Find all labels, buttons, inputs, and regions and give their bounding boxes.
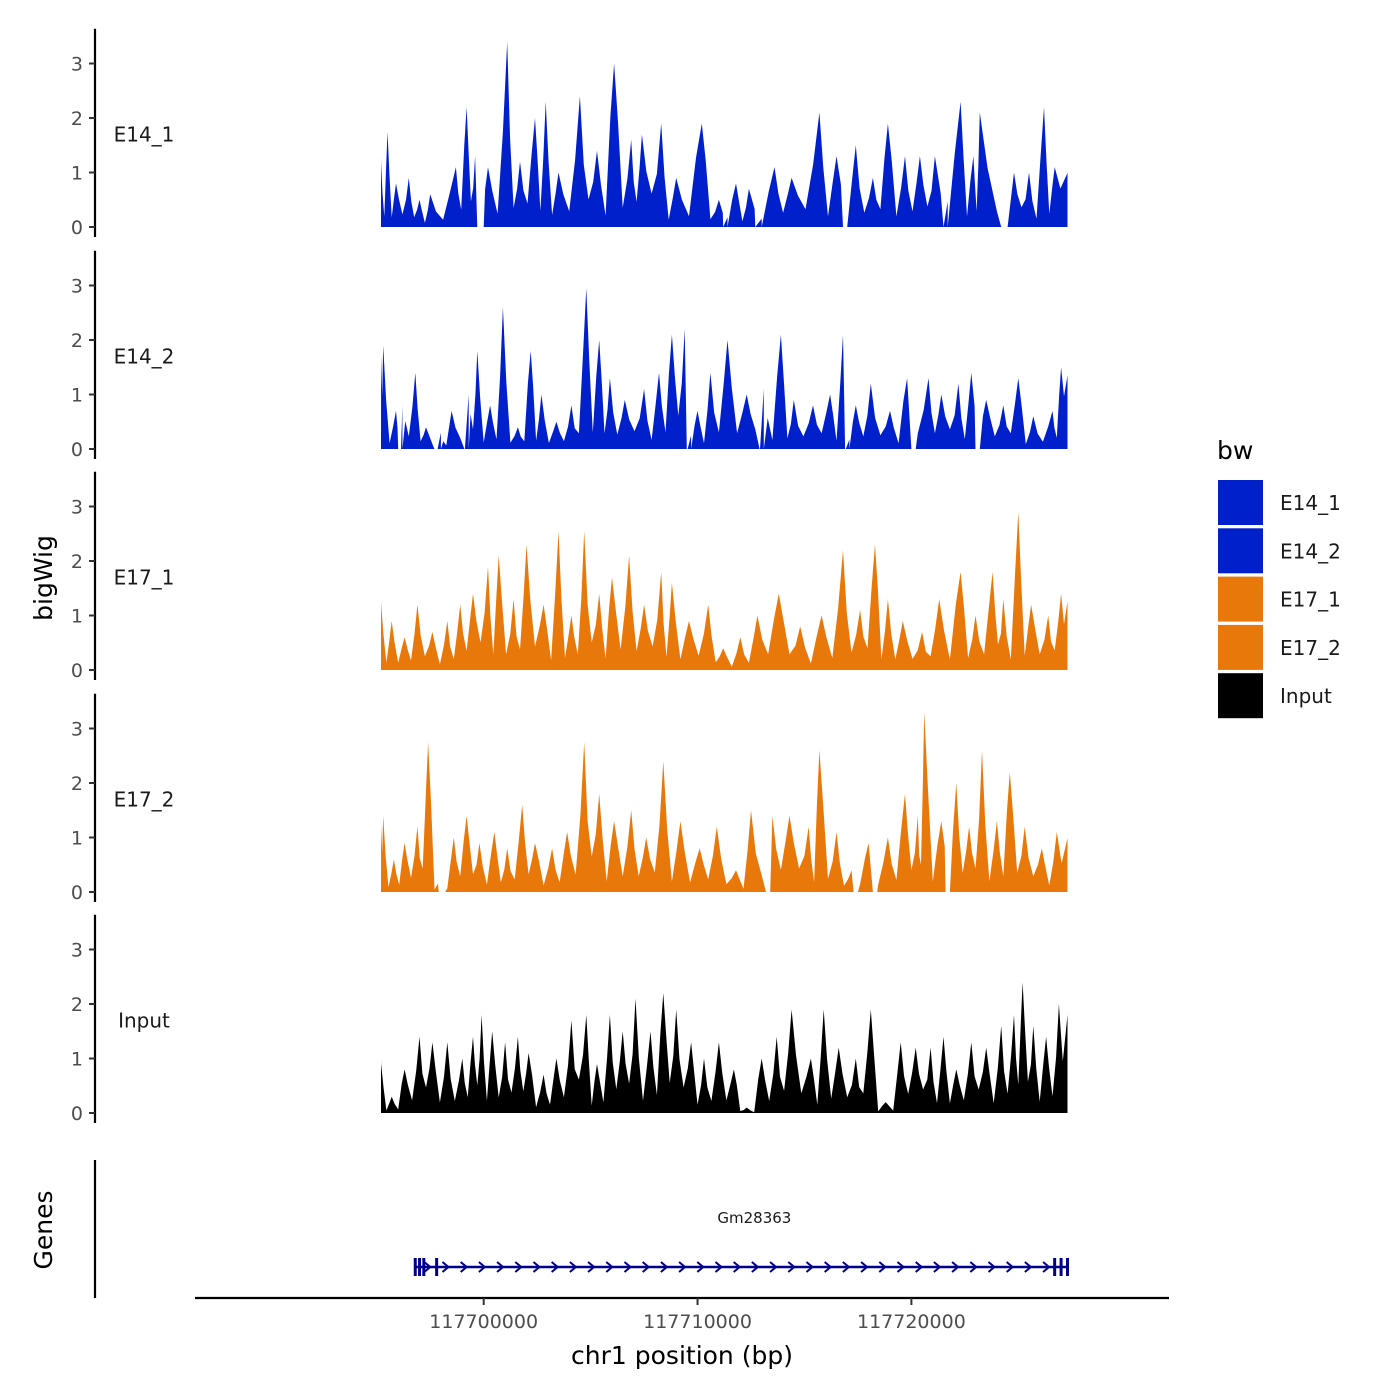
track-label: E14_1 (114, 122, 175, 146)
strand-chevron (824, 1261, 833, 1273)
legend-swatch (1218, 528, 1263, 574)
strand-chevron (441, 1261, 451, 1273)
y-tick-label: 3 (71, 719, 83, 741)
y-tick-label: 2 (71, 108, 83, 130)
y-tick-label: 3 (71, 497, 83, 519)
signal-area (381, 512, 1068, 670)
x-tick-label: 117700000 (429, 1311, 538, 1333)
track-label: Input (118, 1008, 170, 1032)
strand-chevron (951, 1261, 960, 1273)
strand-chevron (678, 1261, 687, 1273)
strand-chevron (842, 1261, 851, 1273)
y-axis-title: bigWig (29, 535, 58, 621)
y-tick-label: 2 (71, 994, 83, 1016)
legend-title: bw (1217, 436, 1253, 465)
strand-chevron (569, 1261, 578, 1273)
strand-chevron (496, 1261, 505, 1273)
signal-area (381, 982, 1068, 1113)
strand-chevron (769, 1261, 778, 1273)
strand-chevron (969, 1261, 978, 1273)
strand-chevron (933, 1261, 942, 1273)
strand-chevron (605, 1261, 614, 1273)
strand-chevron (478, 1261, 487, 1273)
legend-swatch (1218, 576, 1263, 622)
strand-chevron (660, 1261, 669, 1273)
track-e14-2: 0 1 2 3 E14_2 (71, 250, 1068, 461)
strand-chevron (623, 1261, 633, 1273)
strand-chevron (551, 1261, 560, 1273)
strand-chevron (878, 1261, 887, 1273)
signal-area (381, 712, 1068, 892)
y-tick-label: 1 (71, 385, 83, 407)
strand-chevron (696, 1261, 705, 1273)
x-axis-title: chr1 position (bp) (571, 1341, 793, 1370)
strand-chevron (514, 1261, 523, 1273)
strand-chevron (915, 1261, 924, 1273)
y-tick-label: 2 (71, 551, 83, 573)
y-tick-label: 1 (71, 606, 83, 628)
legend-label: E17_1 (1280, 588, 1341, 612)
signal-tracks: 0 1 2 3 E14_1 0 1 2 3 E14_2 0 1 2 3 E17_1 0 1 2 3 E17_2 0 1 2 3… (71, 28, 1068, 1125)
y-tick-label: 0 (71, 1103, 83, 1125)
y-tick-label: 1 (71, 1049, 83, 1071)
genes-track: Gm28363 (93, 1160, 1069, 1298)
strand-chevron (896, 1261, 906, 1273)
strand-chevron (733, 1261, 742, 1273)
strand-chevron (805, 1261, 815, 1273)
y-tick-label: 2 (71, 773, 83, 795)
genes-track-title: Genes (29, 1190, 58, 1269)
strand-chevron (460, 1261, 469, 1273)
strand-chevron (860, 1261, 869, 1273)
strand-chevron (787, 1261, 796, 1273)
gene-name: Gm28363 (717, 1209, 791, 1227)
y-tick-label: 0 (71, 217, 83, 239)
strand-chevron (1042, 1261, 1051, 1273)
y-tick-label: 0 (71, 660, 83, 682)
strand-chevron (1006, 1261, 1015, 1273)
legend-swatch (1218, 480, 1263, 525)
signal-area (381, 288, 1068, 449)
strand-chevron (532, 1261, 542, 1273)
strand-chevron (1024, 1261, 1033, 1273)
legend: bw E14_1 E14_2 E17_1 E17_2 Input (1217, 436, 1341, 719)
legend-item: E14_1 (1218, 480, 1341, 525)
y-tick-label: 1 (71, 828, 83, 850)
gene-model: Gm28363 (413, 1209, 1069, 1276)
strand-chevron (587, 1261, 596, 1273)
x-tick-label: 117710000 (643, 1311, 752, 1333)
legend-item: E17_2 (1218, 624, 1341, 670)
strand-chevron (642, 1261, 651, 1273)
legend-label: E14_1 (1280, 491, 1341, 515)
strand-chevron (987, 1261, 997, 1273)
track-e14-1: 0 1 2 3 E14_1 (71, 28, 1068, 239)
track-e17-1: 0 1 2 3 E17_1 (71, 471, 1068, 682)
y-tick-label: 0 (71, 439, 83, 461)
y-tick-label: 2 (71, 330, 83, 352)
track-label: E17_1 (114, 565, 175, 589)
track-e17-2: 0 1 2 3 E17_2 (71, 693, 1068, 904)
legend-label: E17_2 (1280, 636, 1341, 660)
legend-label: Input (1280, 684, 1332, 708)
legend-item: Input (1218, 673, 1332, 719)
y-tick-label: 3 (71, 276, 83, 298)
x-axis: 117700000 117710000 117720000 (195, 1296, 1169, 1333)
legend-swatch (1218, 624, 1263, 670)
legend-item: E17_1 (1218, 576, 1341, 622)
signal-area (381, 41, 1068, 228)
y-tick-label: 3 (71, 54, 83, 76)
strand-chevron (751, 1261, 760, 1273)
legend-label: E14_2 (1280, 539, 1341, 563)
track-input: 0 1 2 3 Input (71, 914, 1068, 1125)
strand-chevron (714, 1261, 724, 1273)
y-tick-label: 1 (71, 163, 83, 185)
y-tick-label: 0 (71, 882, 83, 904)
track-label: E14_2 (114, 344, 175, 368)
x-tick-label: 117720000 (857, 1311, 966, 1333)
track-label: E17_2 (114, 787, 175, 811)
y-tick-label: 3 (71, 940, 83, 962)
legend-item: E14_2 (1218, 528, 1341, 574)
strand-chevron (423, 1261, 432, 1273)
legend-swatch (1218, 673, 1263, 719)
